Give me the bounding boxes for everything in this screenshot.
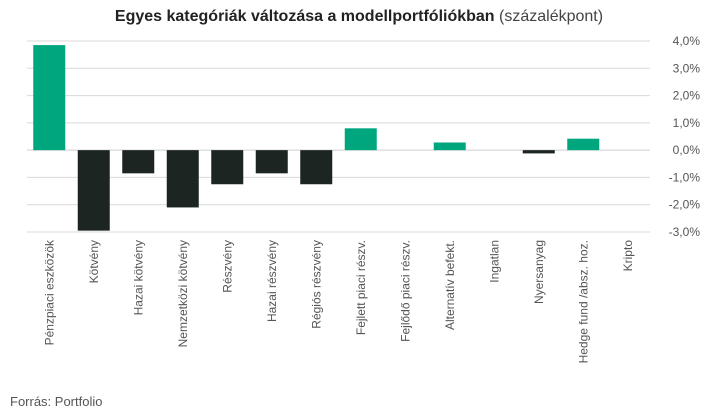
y-tick-label: 3,0% (673, 61, 701, 75)
x-category-label: Kripto (621, 240, 635, 272)
y-tick-label: -3,0% (669, 225, 701, 239)
chart-title: Egyes kategóriák változása a modellportf… (0, 8, 718, 26)
bar (33, 45, 66, 151)
x-category-label: Nemzetközi kötvény (176, 240, 190, 347)
bar (166, 150, 199, 208)
bar (567, 138, 600, 151)
y-tick-label: 2,0% (673, 89, 701, 103)
x-category-label: Részvény (220, 240, 234, 293)
bars (33, 45, 600, 231)
y-tick-label: 4,0% (673, 34, 701, 48)
bar (77, 150, 110, 231)
source-note: Forrás: Portfolio (10, 394, 103, 409)
x-category-label: Alternatív befekt. (443, 240, 457, 330)
x-category-label: Fejlődő piaci részv. (398, 240, 412, 342)
x-category-label: Hedge fund /absz. hoz. (576, 240, 590, 363)
y-tick-label: 0,0% (673, 143, 701, 157)
x-category-label: Régiós részvény (309, 240, 323, 329)
chart-title-main: Egyes kategóriák változása a modellportf… (114, 8, 495, 25)
bar (433, 142, 466, 151)
bar (522, 150, 555, 154)
bar (255, 150, 288, 174)
x-category-label: Kötvény (87, 240, 101, 283)
y-tick-label: -1,0% (669, 170, 701, 184)
x-axis-categories: Pénzpiaci eszközök Kötvény Hazai kötvény Ne… (42, 239, 635, 363)
y-tick-label: -2,0% (669, 198, 701, 212)
bar (211, 150, 244, 185)
bar (300, 150, 333, 185)
y-axis-ticks: 4,0% 3,0% 2,0% 1,0% 0,0% -1,0% -2,0% -3,0% (669, 34, 701, 239)
x-category-label: Nyersanyag (532, 240, 546, 304)
bar (122, 150, 155, 174)
chart-title-unit: (százalékpont) (499, 8, 604, 25)
x-category-label: Fejlett piaci részv. (354, 240, 368, 335)
x-category-label: Ingatlan (487, 240, 501, 283)
x-category-label: Pénzpiaci eszközök (42, 239, 56, 345)
bar (344, 128, 377, 151)
gridlines (27, 40, 650, 233)
x-category-label: Hazai részvény (265, 240, 279, 322)
x-category-label: Hazai kötvény (131, 240, 145, 315)
y-tick-label: 1,0% (673, 116, 701, 130)
